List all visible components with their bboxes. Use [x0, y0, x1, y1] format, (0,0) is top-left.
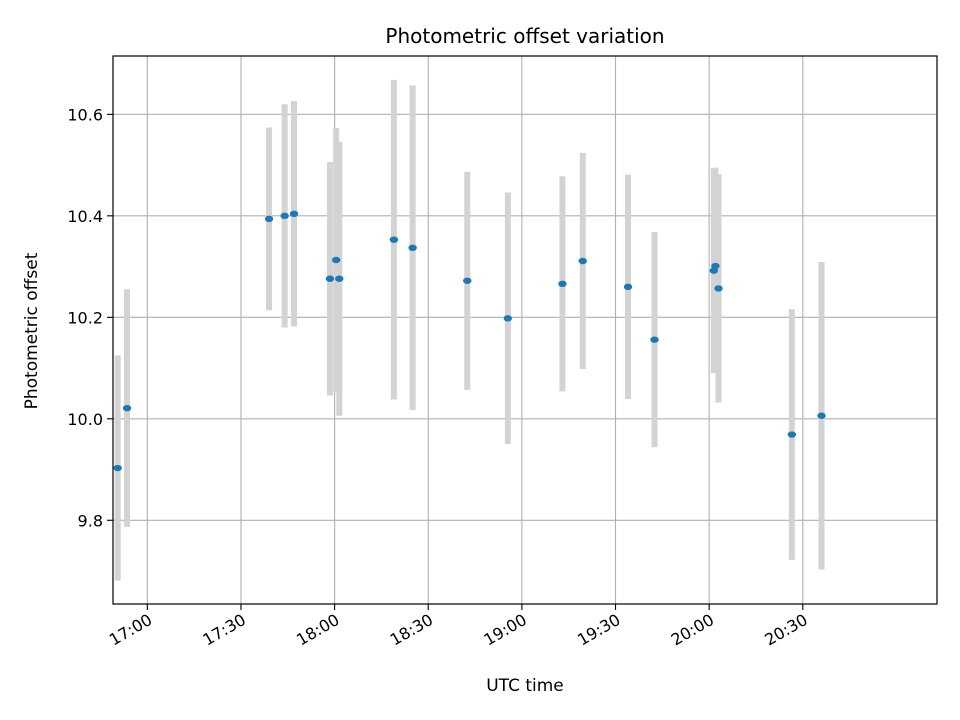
- y-tick-label: 10.4: [67, 207, 103, 226]
- data-point: [714, 285, 723, 292]
- data-point: [650, 336, 659, 343]
- data-point: [331, 256, 341, 264]
- data-point: [578, 257, 587, 265]
- data-point: [389, 236, 399, 243]
- data-point: [623, 283, 633, 291]
- data-point: [335, 275, 344, 282]
- data-points: [113, 210, 826, 472]
- data-point: [280, 212, 289, 220]
- plot-frame: [112, 55, 938, 605]
- y-tick-label: 10.6: [67, 105, 103, 124]
- y-tick-label: 9.8: [78, 511, 103, 530]
- data-point: [503, 315, 513, 322]
- chart-title: Photometric offset variation: [385, 24, 664, 48]
- y-axis-title: Photometric offset: [22, 252, 42, 409]
- y-tick-label: 10.0: [67, 410, 103, 429]
- data-point: [264, 215, 274, 223]
- x-axis-title: UTC time: [486, 676, 564, 696]
- data-point: [122, 404, 132, 412]
- y-axis-ticks: 9.8 10.0 10.2 10.4 10.6: [67, 105, 113, 530]
- data-point: [113, 464, 122, 472]
- data-point: [463, 277, 472, 284]
- data-point: [817, 412, 826, 419]
- data-point: [289, 210, 299, 218]
- data-point: [711, 262, 720, 270]
- y-tick-label: 10.2: [67, 308, 103, 327]
- data-point: [325, 275, 335, 282]
- data-point: [558, 280, 567, 288]
- data-point: [408, 244, 417, 251]
- data-point: [787, 431, 797, 438]
